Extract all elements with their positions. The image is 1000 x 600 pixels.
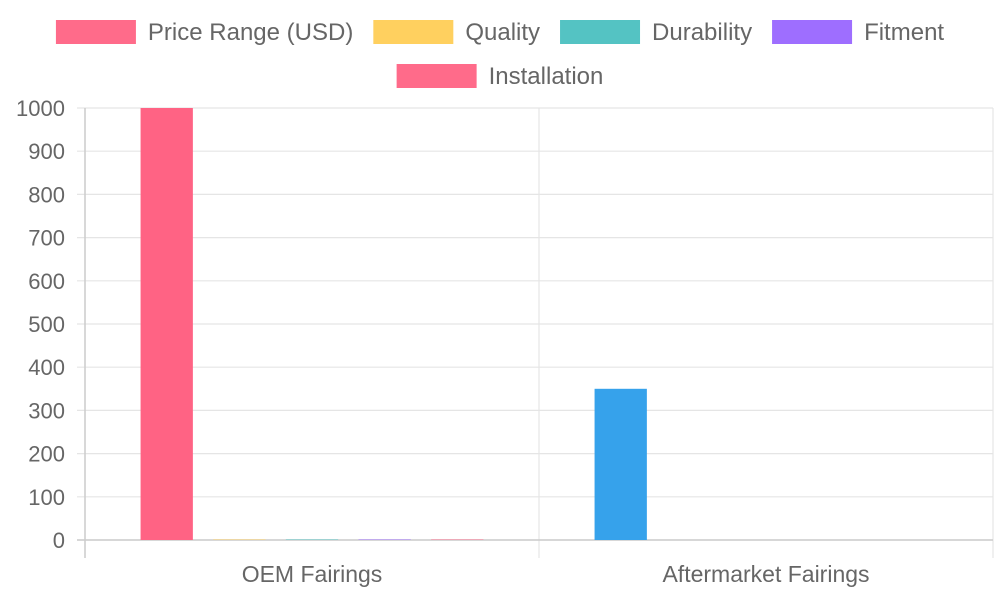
y-tick-label: 500 bbox=[28, 312, 65, 337]
legend-swatch bbox=[560, 20, 641, 44]
legend: Price Range (USD) Quality Durability Fitmen… bbox=[55, 19, 944, 90]
y-tick-label: 900 bbox=[28, 139, 65, 164]
legend-label: Installation bbox=[489, 63, 604, 90]
legend-swatch bbox=[373, 20, 454, 44]
legend-item-installation[interactable]: Installation bbox=[396, 63, 604, 90]
y-tick-label: 100 bbox=[28, 485, 65, 510]
legend-item-fitment[interactable]: Fitment bbox=[772, 19, 944, 46]
x-axis: OEM Fairings Aftermarket Fairings bbox=[242, 561, 870, 587]
legend-item-price-range-usd[interactable]: Price Range (USD) bbox=[55, 19, 353, 46]
y-tick-label: 200 bbox=[28, 442, 65, 467]
bar-price-range-usd-aftermarket-fairings[interactable] bbox=[594, 388, 647, 540]
bar-price-range-usd-oem-fairings[interactable] bbox=[140, 108, 193, 540]
y-tick-label: 700 bbox=[28, 226, 65, 251]
y-tick-label: 600 bbox=[28, 269, 65, 294]
legend-swatch bbox=[772, 20, 853, 44]
legend-label: Price Range (USD) bbox=[148, 19, 353, 46]
legend-label: Fitment bbox=[864, 19, 944, 46]
legend-item-durability[interactable]: Durability bbox=[560, 19, 752, 46]
y-axis: 0 100 200 300 400 500 600 700 800 900 1000 bbox=[16, 96, 65, 553]
y-tick-label: 300 bbox=[28, 398, 65, 423]
grid bbox=[77, 107, 994, 558]
legend-item-quality[interactable]: Quality bbox=[373, 19, 540, 46]
y-tick-label: 800 bbox=[28, 182, 65, 207]
legend-label: Quality bbox=[465, 19, 540, 46]
bars bbox=[140, 108, 647, 540]
legend-swatch bbox=[55, 20, 136, 44]
y-tick-label: 1000 bbox=[16, 96, 65, 121]
y-tick-label: 0 bbox=[53, 528, 65, 553]
y-tick-label: 400 bbox=[28, 355, 65, 380]
x-tick-label: Aftermarket Fairings bbox=[662, 561, 869, 587]
legend-swatch bbox=[396, 64, 477, 88]
legend-label: Durability bbox=[652, 19, 752, 46]
x-tick-label: OEM Fairings bbox=[242, 561, 383, 587]
